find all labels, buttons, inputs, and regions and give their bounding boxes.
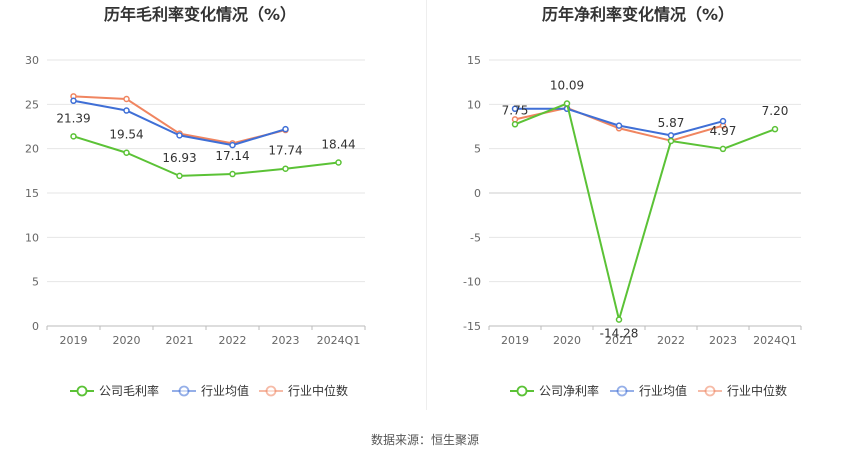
series-line-0	[73, 135, 339, 177]
source-note: 数据来源：恒生聚源	[370, 433, 479, 447]
data-point	[176, 172, 183, 180]
gross-margin-chart: 历年毛利率变化情况（%） 0 5 10 15 20 25 30 2019 2020 2021 2022…	[25, 5, 366, 398]
data-label: 19.54	[109, 128, 143, 142]
data-label: 10.09	[550, 79, 584, 93]
y-tick-label: 30	[25, 54, 39, 67]
data-point	[335, 159, 342, 166]
x-tick-label: 2024Q1	[753, 334, 797, 347]
data-point	[667, 137, 675, 145]
y-tick-label: 25	[25, 98, 39, 111]
data-point	[123, 149, 130, 156]
legend-label: 公司净利率	[539, 383, 599, 398]
data-point	[615, 122, 623, 129]
data-point	[70, 133, 77, 140]
data-point	[771, 125, 779, 133]
x-tick-label: 2022	[657, 334, 685, 347]
panel-divider	[426, 0, 427, 410]
y-tick-label: 5	[474, 143, 481, 156]
y-tick-label: 10	[467, 98, 481, 111]
x-tick-label: 2023	[709, 334, 737, 347]
x-tick-label: 2020	[113, 334, 141, 347]
data-point	[123, 95, 130, 103]
data-point	[70, 97, 77, 105]
data-label: -14.28	[600, 327, 639, 341]
legend-item: 公司毛利率	[70, 383, 159, 398]
y-tick-label: 10	[25, 231, 39, 244]
x-tick-label: 2021	[605, 334, 633, 347]
data-point	[282, 165, 289, 172]
data-label: 4.97	[710, 124, 737, 138]
x-tick-label: 2022	[219, 334, 247, 347]
legend-item: 行业均值	[172, 383, 249, 398]
data-point	[511, 105, 519, 113]
legend-item: 行业中位数	[259, 383, 348, 398]
x-tick-label: 2020	[553, 334, 581, 347]
legend-item: 公司净利率	[510, 383, 599, 398]
legend-label: 行业中位数	[288, 383, 348, 398]
data-label: 16.93	[162, 151, 196, 165]
data-point	[667, 132, 675, 139]
x-tick-label: 2019	[60, 334, 88, 347]
data-label: 18.44	[321, 137, 355, 151]
chart-title: 历年毛利率变化情况（%）	[104, 5, 296, 24]
legend-item: 行业中位数	[698, 383, 787, 398]
data-label: 17.74	[268, 144, 302, 158]
data-point	[563, 100, 571, 107]
data-label: 7.75	[502, 103, 529, 117]
legend-swatch-marker	[265, 385, 277, 397]
data-point	[719, 117, 727, 125]
data-point	[229, 141, 236, 149]
legend-swatch-marker	[516, 385, 528, 397]
data-point	[719, 145, 727, 153]
data-point	[615, 316, 623, 323]
x-tick-label: 2019	[501, 334, 529, 347]
x-tick-label: 2021	[166, 334, 194, 347]
legend-label: 公司毛利率	[99, 383, 159, 398]
data-point	[123, 107, 130, 114]
data-point	[282, 125, 289, 133]
data-point	[229, 170, 236, 178]
data-label: 5.87	[658, 116, 685, 130]
y-tick-label: 20	[25, 143, 39, 156]
legend-label: 行业均值	[639, 383, 687, 398]
chart-title: 历年净利率变化情况（%）	[542, 5, 734, 24]
data-label: 21.39	[56, 111, 90, 125]
legend-label: 行业均值	[201, 383, 249, 398]
y-tick-label: 0	[32, 320, 39, 333]
x-tick-label: 2024Q1	[317, 334, 361, 347]
data-label: 17.14	[215, 149, 249, 163]
legend-item: 行业均值	[610, 383, 687, 398]
y-tick-label: 15	[467, 54, 481, 67]
legend-swatch-marker	[704, 385, 716, 397]
data-point	[511, 121, 519, 128]
y-tick-label: 0	[474, 187, 481, 200]
data-point	[176, 132, 183, 139]
y-tick-label: 15	[25, 187, 39, 200]
y-tick-label: -5	[470, 231, 481, 244]
x-tick-label: 2023	[272, 334, 300, 347]
y-tick-label: -10	[463, 276, 481, 289]
y-tick-label: 5	[32, 276, 39, 289]
y-tick-label: -15	[463, 320, 481, 333]
data-label: 7.20	[762, 104, 789, 118]
legend-swatch-marker	[616, 385, 628, 397]
series-line-0	[514, 102, 776, 321]
legend-swatch-marker	[76, 385, 88, 397]
net-margin-chart: 历年净利率变化情况（%） -15 -10 -5 0 5 10 15 2019 2020 2021 20…	[463, 5, 802, 398]
legend-label: 行业中位数	[727, 383, 787, 398]
legend-swatch-marker	[178, 385, 190, 397]
